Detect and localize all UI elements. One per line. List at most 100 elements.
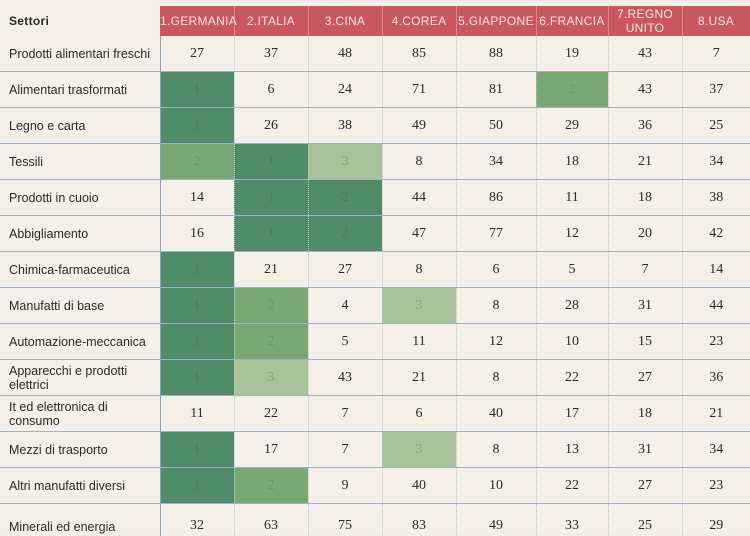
ranking-cell: 40 — [382, 468, 456, 504]
ranking-cell: 43 — [308, 360, 382, 396]
sector-label: Manufatti di base — [0, 288, 160, 324]
ranking-cell: 18 — [608, 180, 682, 216]
ranking-cell-highlighted: 3 — [382, 288, 456, 324]
ranking-cell: 14 — [682, 252, 750, 288]
ranking-cell: 8 — [382, 252, 456, 288]
ranking-cell: 75 — [308, 504, 382, 536]
ranking-cell: 5 — [308, 324, 382, 360]
ranking-cell: 31 — [608, 288, 682, 324]
sector-label: It ed elettronica di consumo — [0, 396, 160, 432]
sector-label: Minerali ed energia — [0, 504, 160, 536]
ranking-cell: 10 — [456, 468, 536, 504]
ranking-cell: 21 — [382, 360, 456, 396]
ranking-cell: 48 — [308, 36, 382, 72]
ranking-cell-highlighted: 3 — [234, 360, 308, 396]
ranking-cell: 50 — [456, 108, 536, 144]
ranking-cell-highlighted: 1 — [234, 216, 308, 252]
ranking-cell: 21 — [234, 252, 308, 288]
column-header-settori: Settori — [0, 6, 160, 36]
column-header-country: 2.ITALIA — [234, 6, 308, 36]
ranking-cell: 15 — [608, 324, 682, 360]
ranking-cell: 40 — [456, 396, 536, 432]
ranking-cell: 86 — [456, 180, 536, 216]
sector-label: Alimentari trasformati — [0, 72, 160, 108]
ranking-cell: 47 — [382, 216, 456, 252]
ranking-cell: 18 — [536, 144, 608, 180]
ranking-cell: 12 — [536, 216, 608, 252]
ranking-cell: 44 — [682, 288, 750, 324]
ranking-cell: 22 — [234, 396, 308, 432]
ranking-cell: 23 — [682, 324, 750, 360]
ranking-cell: 21 — [608, 144, 682, 180]
ranking-cell-highlighted: 1 — [234, 180, 308, 216]
ranking-cell: 63 — [234, 504, 308, 536]
sector-label: Prodotti alimentari freschi — [0, 36, 160, 72]
ranking-cell: 22 — [536, 360, 608, 396]
ranking-cell: 24 — [308, 72, 382, 108]
ranking-cell: 33 — [536, 504, 608, 536]
column-header-country: 7.REGNO UNITO — [608, 6, 682, 36]
ranking-cell-highlighted: 3 — [308, 144, 382, 180]
ranking-cell: 7 — [308, 432, 382, 468]
ranking-cell-highlighted: 1 — [160, 360, 234, 396]
ranking-cell: 7 — [608, 252, 682, 288]
ranking-cell: 32 — [160, 504, 234, 536]
ranking-cell: 16 — [160, 216, 234, 252]
ranking-cell-highlighted: 2 — [536, 72, 608, 108]
ranking-cell: 44 — [382, 180, 456, 216]
ranking-cell-highlighted: 2 — [308, 216, 382, 252]
ranking-cell: 13 — [536, 432, 608, 468]
ranking-cell: 83 — [382, 504, 456, 536]
ranking-cell: 27 — [308, 252, 382, 288]
ranking-cell: 37 — [682, 72, 750, 108]
ranking-cell: 38 — [308, 108, 382, 144]
ranking-cell: 4 — [308, 288, 382, 324]
sector-label: Chimica-farmaceutica — [0, 252, 160, 288]
column-header-country: 5.GIAPPONE — [456, 6, 536, 36]
ranking-cell-highlighted: 2 — [308, 180, 382, 216]
ranking-cell: 88 — [456, 36, 536, 72]
ranking-cell-highlighted: 1 — [160, 108, 234, 144]
sector-label: Abbigliamento — [0, 216, 160, 252]
sector-label: Mezzi di trasporto — [0, 432, 160, 468]
ranking-cell: 6 — [234, 72, 308, 108]
ranking-cell-highlighted: 2 — [234, 288, 308, 324]
ranking-cell: 43 — [608, 36, 682, 72]
ranking-cell: 36 — [682, 360, 750, 396]
ranking-cell: 9 — [308, 468, 382, 504]
ranking-cell: 6 — [456, 252, 536, 288]
ranking-cell: 7 — [682, 36, 750, 72]
ranking-cell-highlighted: 1 — [160, 72, 234, 108]
ranking-cell: 34 — [682, 432, 750, 468]
ranking-cell: 22 — [536, 468, 608, 504]
column-header-country: 3.CINA — [308, 6, 382, 36]
ranking-cell: 21 — [682, 396, 750, 432]
sector-label: Legno e carta — [0, 108, 160, 144]
ranking-cell: 43 — [608, 72, 682, 108]
ranking-cell-highlighted: 1 — [160, 468, 234, 504]
ranking-cell: 77 — [456, 216, 536, 252]
ranking-cell: 8 — [382, 144, 456, 180]
sector-label: Prodotti in cuoio — [0, 180, 160, 216]
ranking-cell: 85 — [382, 36, 456, 72]
column-header-country: 4.COREA — [382, 6, 456, 36]
ranking-cell: 11 — [382, 324, 456, 360]
ranking-cell: 31 — [608, 432, 682, 468]
sector-label: Altri manufatti diversi — [0, 468, 160, 504]
ranking-cell-highlighted: 1 — [160, 432, 234, 468]
ranking-cell: 49 — [456, 504, 536, 536]
ranking-cell-highlighted: 1 — [160, 252, 234, 288]
